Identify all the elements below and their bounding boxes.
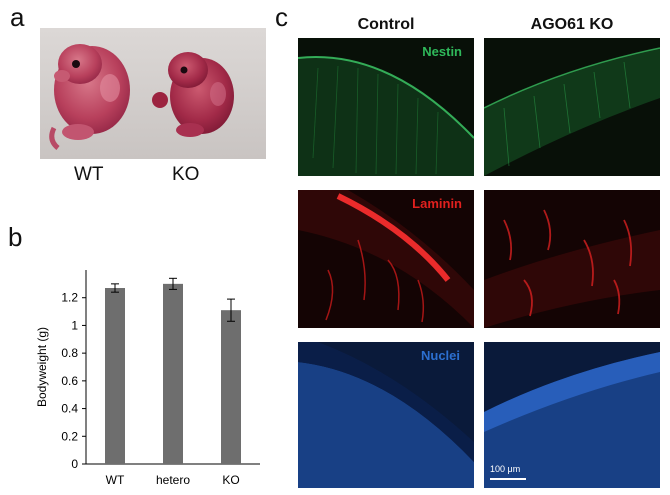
x-tick-label: hetero [156,473,190,487]
bar [221,310,241,464]
nestin-control-image: Nestin [298,38,474,176]
y-tick-label: 0.8 [61,346,78,360]
y-tick-label: 0 [71,457,78,471]
y-axis-label: Bodyweight (g) [35,327,49,407]
ko-label: KO [172,164,200,185]
y-tick-label: 0.4 [61,402,78,416]
x-tick-label: WT [106,473,125,487]
ko-embryo [152,52,234,137]
bodyweight-bar-chart: 0 0.2 0.4 0.6 0.8 1 1.2 Bodyweight (g) WT hetero K… [35,270,260,487]
bar [105,288,125,464]
stain-label-nuclei: Nuclei [420,348,460,363]
stain-label-laminin: Laminin [412,196,462,211]
panel-letter-a: a [10,2,25,32]
y-tick-label: 0.2 [61,429,78,443]
y-tick-label: 0.6 [61,374,78,388]
x-tick-label: KO [222,473,239,487]
nuclei-control-image: Nuclei [298,342,474,488]
wt-embryo [49,44,130,150]
chart-bars [105,277,241,464]
stain-label-nestin: Nestin [422,44,462,59]
column-header-control: Control [357,16,415,33]
wt-label: WT [74,164,104,185]
bar [163,283,183,464]
nuclei-ko-image: 100 μm [484,342,660,488]
scale-bar-label: 100 μm [490,464,521,474]
y-tick-label: 1 [71,318,78,332]
panel-letter-b: b [8,222,23,252]
chart-labels: 0 0.2 0.4 0.6 0.8 1 1.2 Bodyweight (g) WT hetero K… [35,291,240,487]
nestin-ko-image [484,38,660,176]
panel-letter-c: c [275,2,288,32]
column-header-ago61-ko: AGO61 KO [530,16,614,33]
embryo-photo [40,28,266,159]
laminin-control-image: Laminin [298,190,474,328]
laminin-ko-image [484,190,660,328]
y-tick-label: 1.2 [61,291,78,305]
scale-bar [490,478,526,480]
embryo-illustration [40,28,266,159]
